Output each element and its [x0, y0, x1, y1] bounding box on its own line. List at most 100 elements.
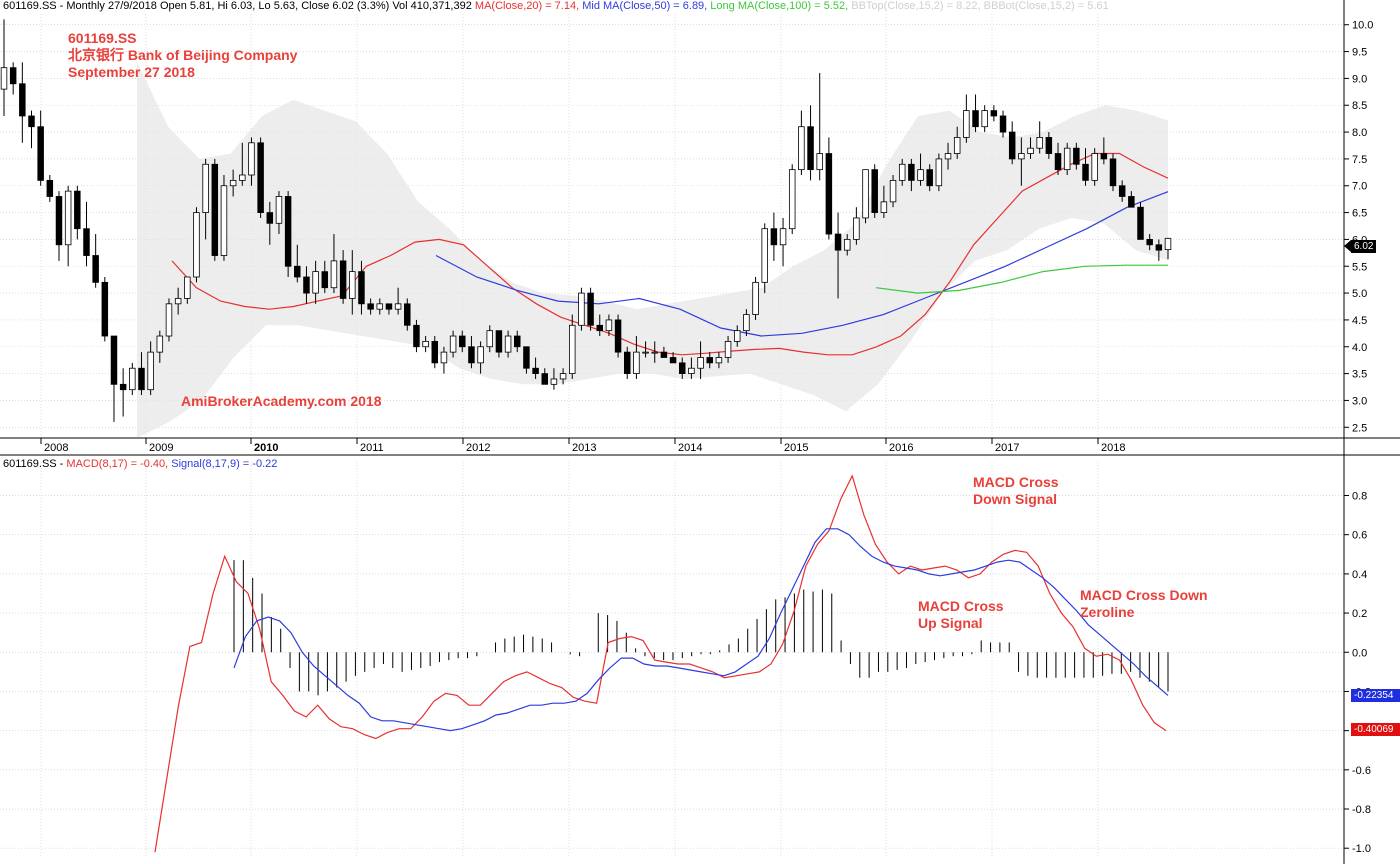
- candle: [459, 330, 466, 353]
- candle: [541, 368, 548, 385]
- candle: [19, 62, 26, 143]
- candle-body: [92, 255, 99, 283]
- candle: [0, 19, 8, 116]
- candle: [211, 158, 219, 261]
- chart-title-ticker: 601169.SS: [68, 30, 137, 46]
- candle-body: [569, 324, 576, 374]
- candle-body: [413, 324, 420, 348]
- candle: [642, 341, 649, 358]
- candle-body: [669, 357, 677, 364]
- candle-body: [431, 340, 439, 364]
- candle-body: [19, 83, 26, 117]
- candle: [605, 314, 613, 337]
- candle-body: [74, 190, 81, 230]
- candle: [724, 336, 732, 363]
- bollinger-band-area: [137, 62, 1168, 439]
- candle: [449, 330, 457, 358]
- candle-body: [495, 330, 503, 353]
- annotation-cross-up-signal: MACD Cross Up Signal: [918, 598, 1004, 632]
- annotation-line: MACD Cross: [973, 474, 1059, 490]
- candle: [468, 336, 475, 369]
- annotation-line: Down Signal: [973, 491, 1057, 507]
- candle: [569, 314, 576, 379]
- candle: [266, 201, 274, 245]
- candle-body: [999, 115, 1007, 133]
- price-tick-label: 5.0: [1352, 288, 1367, 300]
- candle-body: [129, 367, 136, 391]
- price-tick-label: 8.5: [1352, 100, 1367, 112]
- price-panel-header: 601169.SS - Monthly 27/9/2018 Open 5.81,…: [3, 0, 1109, 12]
- ma100-line: [875, 264, 1168, 294]
- candle-body: [532, 367, 539, 374]
- candle-body: [248, 142, 255, 176]
- candle: [1027, 137, 1034, 159]
- macd-panel: [154, 474, 1169, 853]
- candle: [1018, 137, 1025, 186]
- candle: [523, 346, 530, 374]
- candle: [550, 368, 558, 390]
- candle: [1137, 201, 1144, 240]
- annotation-cross-down-zeroline: MACD Cross Down Zeroline: [1080, 587, 1208, 621]
- candle-body: [330, 260, 338, 289]
- price-tick-label: 6.5: [1352, 208, 1367, 220]
- price-tick-label: 9.5: [1352, 47, 1367, 59]
- candle: [1100, 137, 1108, 165]
- signal-value-tag: -0.22354: [1351, 689, 1400, 702]
- candle: [953, 126, 961, 159]
- candle: [715, 352, 723, 369]
- candle: [596, 314, 603, 337]
- candle-body: [816, 153, 823, 171]
- candle: [1091, 148, 1098, 186]
- candle-body: [1109, 158, 1117, 187]
- candle: [74, 185, 81, 240]
- candle-body: [596, 324, 603, 332]
- candle-body: [156, 335, 164, 353]
- candle-body: [55, 196, 63, 246]
- candle-body: [1018, 153, 1025, 160]
- candle: [972, 94, 979, 133]
- candle-body: [761, 228, 768, 283]
- candle-body: [339, 260, 347, 299]
- signal-line: [233, 528, 1169, 732]
- price-tick-label: 9.0: [1352, 73, 1367, 85]
- candle-body: [678, 362, 686, 374]
- candle-body: [972, 110, 979, 128]
- candle: [330, 234, 338, 294]
- candle-body: [788, 169, 796, 230]
- macd-tick-label: -0.8: [1352, 804, 1371, 816]
- candle: [944, 142, 952, 170]
- header-ma20: MA(Close,20) = 7.14,: [474, 0, 580, 12]
- candle-body: [1063, 147, 1071, 171]
- candle: [9, 62, 17, 95]
- candle-body: [981, 110, 988, 128]
- candle-body: [138, 367, 145, 391]
- candle-body: [651, 351, 658, 354]
- candle: [156, 330, 164, 363]
- macd-tick-label: -1.0: [1352, 843, 1371, 855]
- candle: [963, 94, 970, 143]
- candle: [834, 212, 842, 299]
- candle: [1036, 121, 1043, 154]
- candle-body: [184, 276, 191, 299]
- candle-body: [825, 153, 833, 235]
- candle-body: [834, 233, 842, 251]
- candle-body: [578, 292, 585, 326]
- candle-body: [202, 163, 209, 213]
- year-tick-label: 2009: [149, 442, 173, 454]
- bollinger-band: [137, 62, 1168, 439]
- annotation-line: Up Signal: [918, 615, 983, 631]
- candle: [367, 298, 374, 315]
- candle: [990, 105, 998, 122]
- chart-title-date: September 27 2018: [68, 64, 195, 80]
- candle: [651, 341, 658, 363]
- candle: [257, 137, 264, 218]
- year-tick-label: 2013: [572, 442, 596, 454]
- candle-body: [798, 126, 805, 171]
- price-tick-label: 8.0: [1352, 127, 1367, 139]
- candle: [376, 298, 384, 315]
- candle-body: [898, 163, 906, 181]
- candle-body: [715, 357, 723, 364]
- candle-body: [1118, 185, 1126, 197]
- candle: [431, 336, 439, 369]
